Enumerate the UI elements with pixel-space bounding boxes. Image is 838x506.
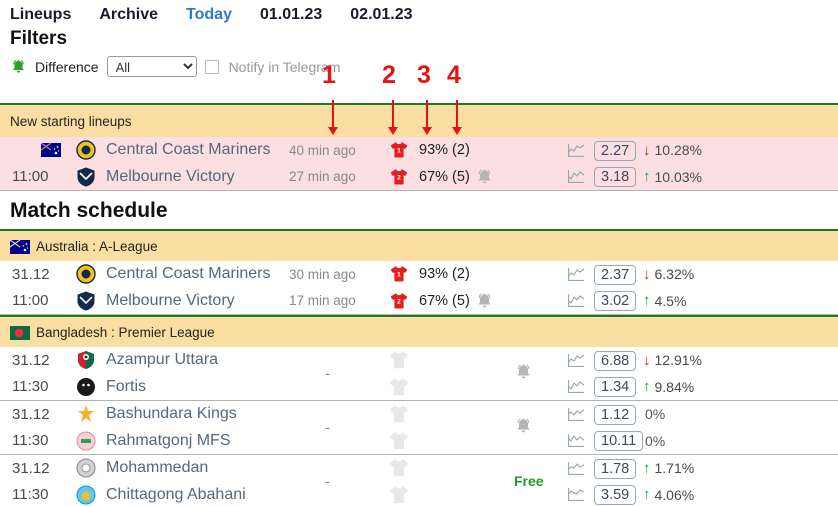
svg-text:1: 1 <box>397 272 401 279</box>
svg-text:1: 1 <box>397 148 401 155</box>
svg-text:2: 2 <box>397 298 401 305</box>
svg-text:2: 2 <box>397 174 401 181</box>
